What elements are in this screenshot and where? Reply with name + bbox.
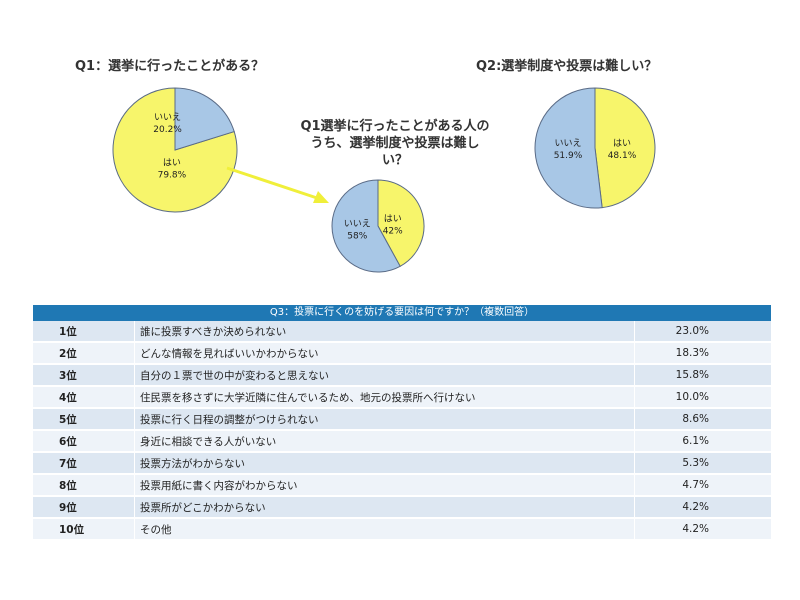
reason-cell: 住民票を移さずに大学近隣に住んでいるため、地元の投票所へ行けない [134, 386, 635, 409]
table-row: 9位 投票所がどこかわからない 4.2% [33, 496, 771, 519]
table-row: 6位 身近に相談できる人がいない 6.1% [33, 430, 771, 453]
table-row: 10位 その他 4.2% [33, 518, 771, 541]
percentage-cell: 4.2% [634, 518, 771, 541]
q2-pie-chart: はい 48.1% いいえ 51.9% [534, 87, 656, 209]
reason-cell: 自分の１票で世の中が変わると思えない [134, 364, 635, 387]
percentage-cell: 4.2% [634, 496, 771, 519]
q3-table-body: 1位 誰に投票すべきか決められない 23.0% 2位 どんな情報を見ればいいかわからない… [33, 321, 771, 541]
q1-subset-pie-chart: はい 42% いいえ 58% [331, 179, 425, 273]
pie-slice-yes [594, 87, 656, 209]
table-row: 5位 投票に行く日程の調整がつけられない 8.6% [33, 408, 771, 431]
pie-category-label: いいえ [554, 138, 581, 149]
reason-cell: 投票用紙に書く内容がわからない [134, 474, 635, 497]
reason-cell: 身近に相談できる人がいない [134, 430, 635, 453]
pie-category-label: いいえ [154, 112, 181, 123]
table-row: 3位 自分の１票で世の中が変わると思えない 15.8% [33, 364, 771, 387]
pie-category-label: はい [163, 157, 181, 168]
rank-cell: 7位 [33, 452, 135, 475]
table-row: 8位 投票用紙に書く内容がわからない 4.7% [33, 474, 771, 497]
pie-value-label: 58% [347, 231, 367, 241]
reason-cell: 誰に投票すべきか決められない [134, 321, 635, 343]
rank-cell: 1位 [33, 321, 135, 343]
rank-cell: 8位 [33, 474, 135, 497]
percentage-cell: 4.7% [634, 474, 771, 497]
percentage-cell: 6.1% [634, 430, 771, 453]
pie-value-label: 51.9% [554, 151, 583, 161]
q3-ranking-table: Q3：投票に行くのを妨げる要因は何ですか？（複数回答） 1位 誰に投票すべきか決め… [33, 305, 771, 541]
rank-cell: 10位 [33, 518, 135, 541]
arrow-connector [226, 166, 329, 203]
pie-slice-no [174, 87, 235, 151]
reason-cell: 投票に行く日程の調整がつけられない [134, 408, 635, 431]
rank-cell: 5位 [33, 408, 135, 431]
pie-value-label: 48.1% [608, 151, 637, 161]
rank-cell: 9位 [33, 496, 135, 519]
q1-pie-chart: はい 79.8% いいえ 20.2% [112, 87, 238, 213]
pie-category-label: いいえ [344, 218, 371, 229]
rank-cell: 4位 [33, 386, 135, 409]
reason-cell: 投票所がどこかわからない [134, 496, 635, 519]
q1-subset-chart-title: Q1選挙に行ったことがある人のうち、選挙制度や投票は難しい？ [300, 119, 490, 168]
q1-chart-title: Q1：選挙に行ったことがある？ [75, 59, 265, 74]
reason-cell: どんな情報を見ればいいかわからない [134, 342, 635, 365]
reason-cell: その他 [134, 518, 635, 541]
percentage-cell: 10.0% [634, 386, 771, 409]
q3-table-header: Q3：投票に行くのを妨げる要因は何ですか？（複数回答） [33, 305, 771, 321]
pie-slice-no [534, 87, 603, 209]
table-row: 4位 住民票を移さずに大学近隣に住んでいるため、地元の投票所へ行けない 10.0% [33, 386, 771, 409]
table-row: 2位 どんな情報を見ればいいかわからない 18.3% [33, 342, 771, 365]
pie-category-label: はい [613, 138, 631, 149]
reason-cell: 投票方法がわからない [134, 452, 635, 475]
percentage-cell: 8.6% [634, 408, 771, 431]
q2-chart-title: Q2:選挙制度や投票は難しい？ [476, 59, 658, 74]
pie-category-label: はい [384, 214, 402, 225]
pie-slice-no [331, 179, 401, 273]
percentage-cell: 23.0% [634, 321, 771, 343]
table-row: 1位 誰に投票すべきか決められない 23.0% [33, 321, 771, 343]
table-row: 7位 投票方法がわからない 5.3% [33, 452, 771, 475]
percentage-cell: 15.8% [634, 364, 771, 387]
rank-cell: 6位 [33, 430, 135, 453]
rank-cell: 2位 [33, 342, 135, 365]
pie-value-label: 42% [383, 227, 403, 237]
percentage-cell: 18.3% [634, 342, 771, 365]
pie-value-label: 20.2% [153, 125, 182, 135]
rank-cell: 3位 [33, 364, 135, 387]
pie-value-label: 79.8% [158, 170, 187, 180]
pie-slice-yes [377, 179, 425, 267]
percentage-cell: 5.3% [634, 452, 771, 475]
